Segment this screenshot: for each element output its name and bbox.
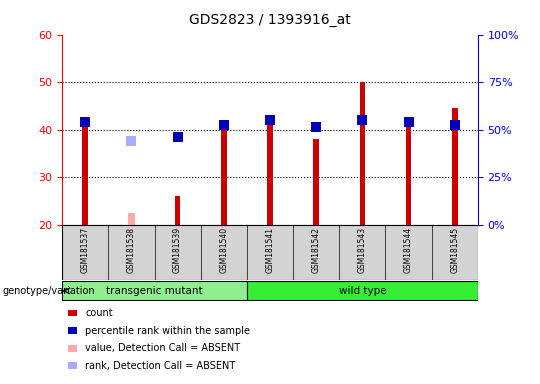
Text: GSM181537: GSM181537 [80,227,90,273]
Text: percentile rank within the sample: percentile rank within the sample [85,326,251,336]
Text: GSM181539: GSM181539 [173,227,182,273]
Text: value, Detection Call = ABSENT: value, Detection Call = ABSENT [85,343,240,353]
Text: count: count [85,308,113,318]
Bar [83,122,88,225]
Bar [267,118,273,225]
Text: genotype/variation: genotype/variation [3,286,96,296]
Point [127,138,136,144]
Text: GSM181538: GSM181538 [127,227,136,273]
Bar [175,196,180,225]
Text: GSM181544: GSM181544 [404,227,413,273]
Point [358,117,367,123]
Text: GDS2823 / 1393916_at: GDS2823 / 1393916_at [189,13,351,27]
Point [266,117,274,123]
Point [312,124,321,130]
Text: GSM181540: GSM181540 [219,227,228,273]
Text: GSM181543: GSM181543 [358,227,367,273]
Text: transgenic mutant: transgenic mutant [106,286,203,296]
Bar [313,139,319,225]
Text: GSM181541: GSM181541 [266,227,274,273]
Text: wild type: wild type [339,286,386,296]
Point [173,134,182,140]
Bar [62,281,247,300]
Bar [360,82,365,225]
Bar [221,127,227,225]
Point [404,119,413,126]
Point [219,122,228,128]
Text: GSM181545: GSM181545 [450,227,460,273]
Text: GSM181542: GSM181542 [312,227,321,273]
Bar [247,281,478,300]
Point [81,119,90,126]
Bar [128,213,135,225]
Bar [452,108,457,225]
Point [450,122,459,128]
Bar [406,120,411,225]
Text: rank, Detection Call = ABSENT: rank, Detection Call = ABSENT [85,361,235,371]
